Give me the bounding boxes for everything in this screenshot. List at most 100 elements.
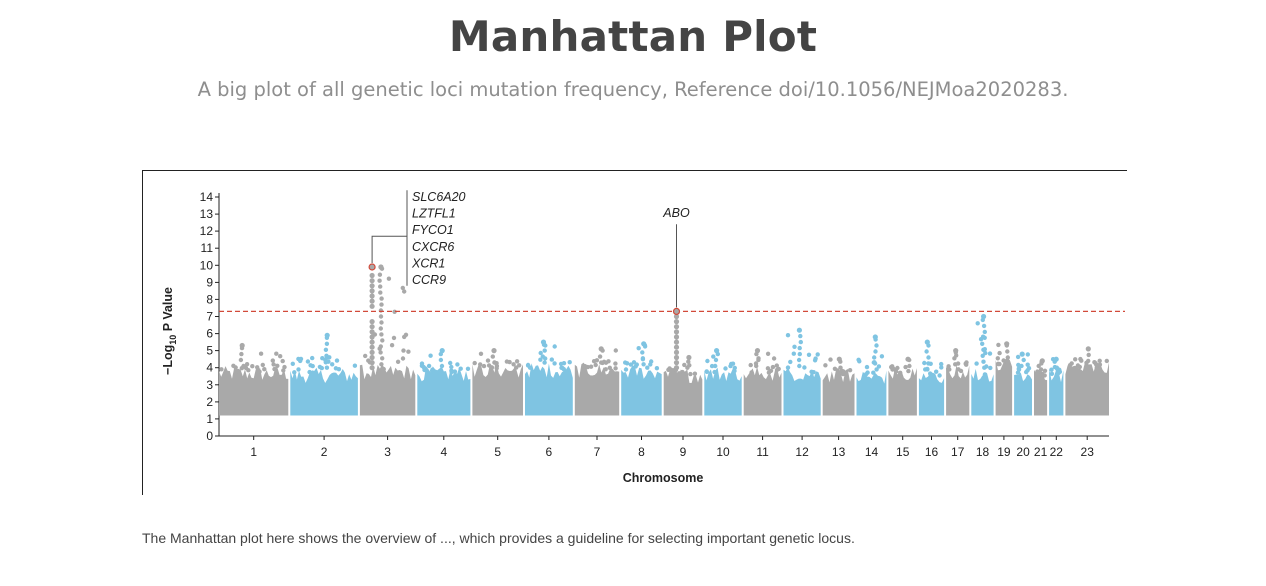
data-point (260, 362, 265, 368)
data-point (1097, 358, 1102, 363)
data-point (455, 362, 460, 367)
x-tick-label: 7 (594, 445, 601, 459)
chromosome-16-band (918, 371, 945, 416)
data-point (400, 356, 406, 361)
data-point (1019, 363, 1024, 369)
data-point (682, 362, 687, 368)
data-point (997, 361, 1002, 367)
x-tick-label: 4 (440, 445, 447, 459)
data-point (926, 361, 931, 366)
data-point (549, 357, 554, 362)
data-point (517, 363, 522, 368)
chromosome-1-points (219, 342, 289, 416)
chromosome-22-band (1049, 368, 1064, 416)
y-tick-label: 2 (206, 395, 213, 409)
data-point (437, 370, 442, 375)
y-tick-label: 12 (200, 224, 214, 238)
data-point (403, 332, 409, 337)
data-point (982, 335, 987, 340)
data-point (841, 371, 846, 376)
data-point (791, 351, 796, 356)
chromosome-2-points (290, 332, 358, 416)
data-point (749, 370, 754, 375)
chromosome-18-band (971, 368, 994, 416)
data-point (873, 337, 878, 342)
data-point (426, 363, 432, 369)
data-point (525, 363, 531, 368)
data-point (238, 357, 244, 363)
chromosome-7-band (574, 362, 620, 416)
chromosome-7-points (574, 346, 620, 416)
data-point (369, 339, 375, 345)
data-point (797, 363, 802, 369)
data-point (1025, 362, 1030, 367)
data-point (219, 367, 224, 372)
data-point (732, 365, 737, 371)
data-point (377, 272, 383, 277)
chromosome-3-band (359, 364, 416, 416)
data-point (823, 363, 828, 368)
page-subtitle: A big plot of all genetic loci mutation … (197, 78, 1069, 101)
chromosome-8-points (621, 341, 662, 416)
data-point (645, 365, 650, 370)
data-point (292, 370, 297, 375)
data-point (953, 350, 958, 355)
data-point (890, 367, 895, 372)
data-point (981, 347, 986, 352)
x-tick-label: 11 (756, 445, 769, 459)
data-point (964, 362, 969, 367)
x-axis-title: Chromosome (623, 471, 704, 485)
data-point (1025, 352, 1030, 357)
data-point (1069, 361, 1074, 366)
data-point (514, 365, 519, 370)
data-point (1054, 365, 1059, 370)
data-point (1042, 368, 1048, 373)
data-point (324, 365, 330, 370)
y-tick-label: 7 (206, 310, 213, 324)
data-point (511, 362, 516, 367)
chromosome-23-points (1065, 346, 1109, 416)
y-tick-label: 0 (206, 429, 213, 443)
data-point (953, 362, 958, 367)
data-point (879, 354, 885, 359)
data-point (754, 351, 759, 357)
data-point (832, 366, 838, 371)
data-point (392, 309, 397, 314)
gene-label: SLC6A20 (412, 190, 466, 204)
data-point (317, 364, 323, 370)
data-point (379, 296, 384, 301)
data-point (980, 353, 985, 358)
data-point (894, 369, 899, 374)
data-point (806, 352, 812, 357)
chromosome-2-band (290, 367, 358, 416)
chromosome-15-points (888, 356, 917, 416)
data-point (987, 351, 993, 356)
data-point (975, 321, 980, 326)
data-point (828, 357, 833, 362)
data-point (324, 341, 330, 346)
data-point (838, 365, 843, 370)
y-tick-label: 13 (200, 207, 214, 221)
data-point (928, 371, 933, 376)
data-point (246, 368, 251, 373)
data-point (980, 317, 985, 323)
data-point (369, 272, 375, 279)
data-point (847, 368, 853, 373)
data-point (1104, 358, 1109, 364)
data-point (334, 358, 340, 363)
data-point (369, 329, 375, 335)
data-point (628, 362, 634, 367)
data-point (673, 313, 680, 320)
data-point (704, 369, 709, 374)
data-point (996, 342, 1001, 348)
data-point (673, 334, 680, 340)
data-point (774, 367, 780, 373)
data-point (926, 355, 931, 360)
data-point (378, 290, 383, 295)
data-point (296, 356, 301, 362)
data-point (1024, 369, 1029, 375)
data-point (809, 369, 814, 374)
data-point (988, 365, 993, 371)
data-point (715, 351, 720, 357)
